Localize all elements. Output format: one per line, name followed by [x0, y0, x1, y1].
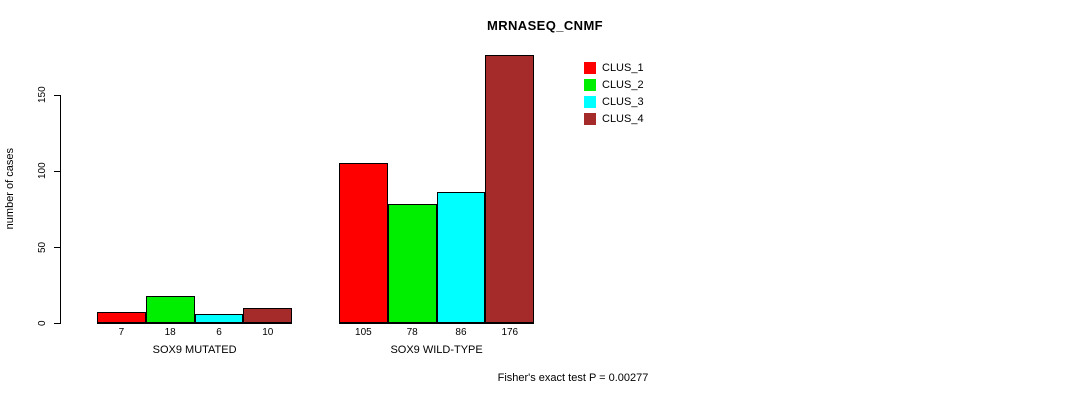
legend-item[interactable]: CLUS_4	[584, 111, 704, 126]
y-axis-tick-label: 150	[37, 86, 48, 104]
bar[interactable]	[145, 295, 195, 323]
legend-color-swatch	[584, 78, 596, 91]
legend-item[interactable]: CLUS_1	[584, 60, 704, 75]
legend-color-swatch	[584, 95, 596, 108]
legend: CLUS_1 CLUS_2 CLUS_3 CLUS_4	[584, 60, 704, 128]
legend-color-swatch	[584, 61, 596, 74]
y-axis-tick	[54, 171, 61, 172]
bar-value-label: 176	[501, 327, 519, 338]
bar[interactable]	[387, 204, 437, 323]
bar-value-label: 86	[455, 327, 467, 338]
legend-item-label: CLUS_4	[602, 112, 644, 125]
bar-value-label: 78	[406, 327, 418, 338]
y-axis-tick-label: 50	[37, 241, 48, 253]
y-axis-tick-label: 100	[37, 162, 48, 180]
y-axis-label: number of cases	[4, 148, 16, 230]
bar-value-label: 18	[164, 327, 176, 338]
bar-value-label: 105	[355, 327, 372, 338]
y-axis-line	[60, 95, 61, 324]
bar[interactable]	[339, 163, 388, 323]
chart-annotation: Fisher's exact test P = 0.00277	[497, 372, 649, 384]
legend-item-label: CLUS_2	[602, 78, 644, 91]
legend-item-label: CLUS_1	[602, 61, 644, 74]
bar-value-label: 6	[216, 327, 222, 338]
bar[interactable]	[485, 55, 535, 323]
group-baseline	[339, 323, 535, 324]
bar[interactable]	[97, 312, 146, 323]
legend-item-label: CLUS_3	[602, 95, 644, 108]
y-axis-tick	[54, 247, 61, 248]
legend-color-swatch	[584, 112, 596, 125]
group-axis-label: SOX9 WILD-TYPE	[390, 344, 483, 356]
group-baseline	[97, 323, 293, 324]
legend-item[interactable]: CLUS_2	[584, 77, 704, 92]
bar[interactable]	[243, 307, 293, 323]
bar-value-label: 7	[118, 327, 125, 338]
plot-area: 0 50 100 150 number of cases 7 18 6 10 105 78 86 1…	[4, 55, 535, 356]
chart-title: MRNASEQ_CNMF	[486, 18, 604, 33]
bar[interactable]	[194, 313, 244, 323]
group-axis-label: SOX9 MUTATED	[152, 344, 237, 356]
legend-item[interactable]: CLUS_3	[584, 94, 704, 109]
y-axis-tick	[54, 95, 61, 96]
bar-value-label: 10	[262, 327, 274, 338]
bar[interactable]	[436, 192, 486, 323]
y-axis-tick	[54, 323, 61, 324]
y-axis-tick-label: 0	[37, 320, 48, 326]
